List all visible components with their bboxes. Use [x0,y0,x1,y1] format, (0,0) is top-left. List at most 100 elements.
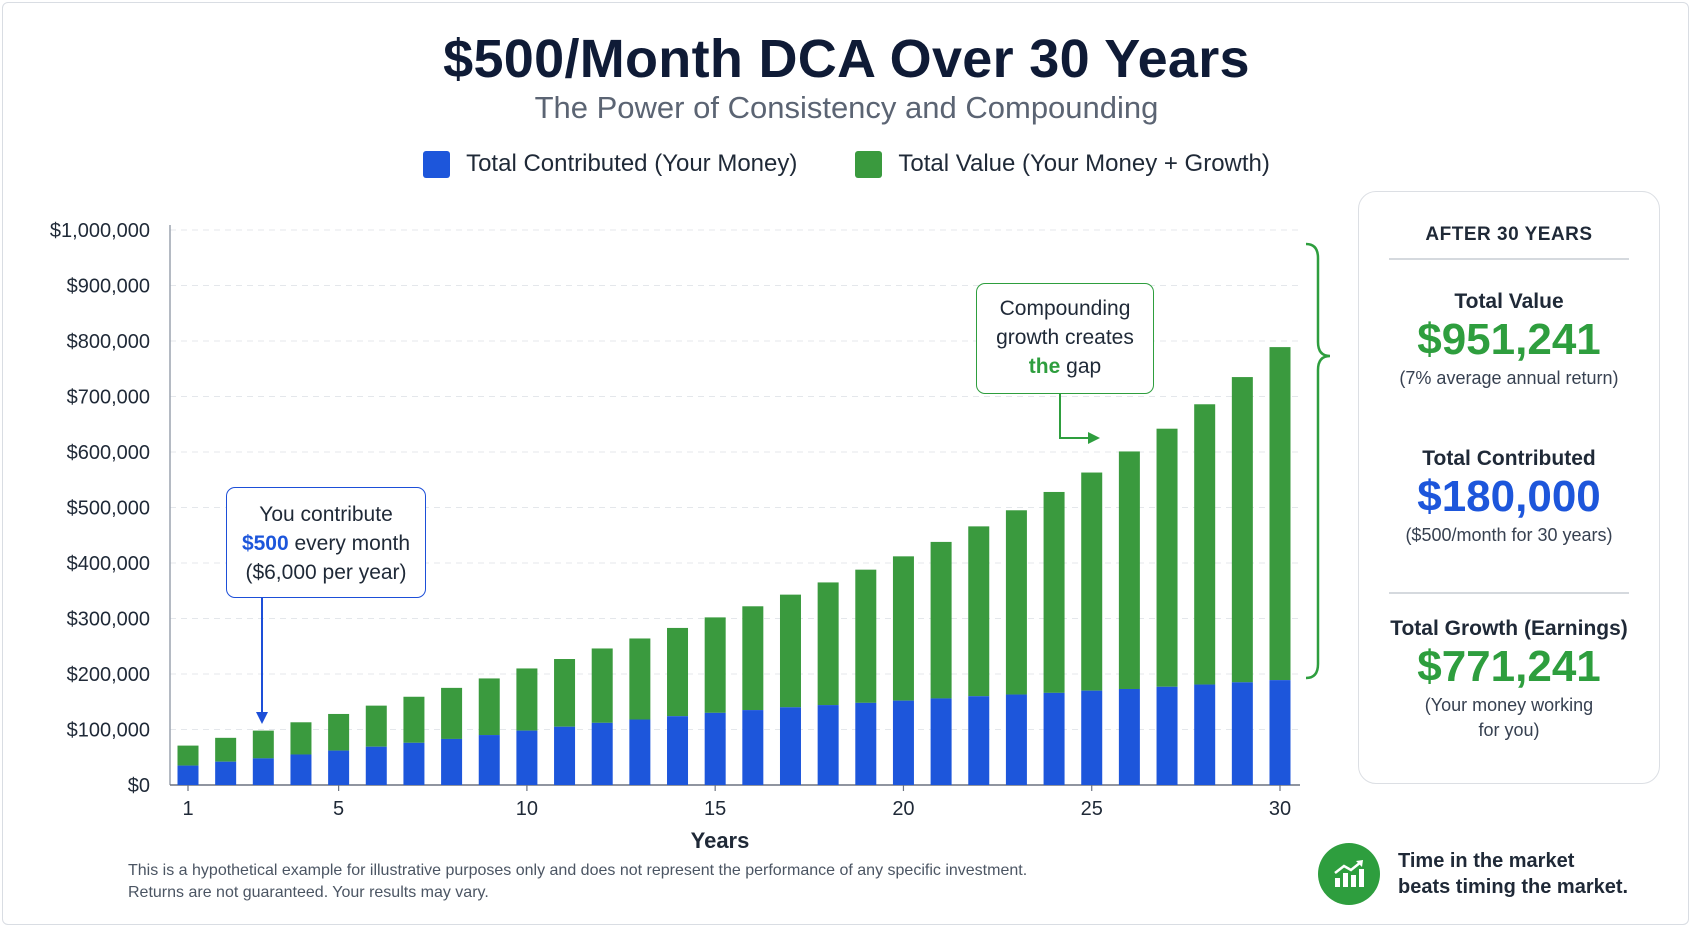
stat-total-growth-note-2: for you) [1478,720,1540,740]
bar-value [855,569,877,703]
bar-value [365,705,387,747]
chart-subtitle: The Power of Consistency and Compounding [534,90,1159,125]
bar-value [1081,472,1103,691]
y-tick-label: $0 [128,775,150,797]
bar-contributed [817,705,839,785]
bar-contributed [516,730,538,785]
bar-contributed [930,698,952,785]
bar-contributed [1005,694,1027,785]
bar-value [704,617,726,713]
annotation-arrowhead-compounding [1088,432,1100,444]
annotation-compounding: Compounding growth creates the gap [976,283,1154,394]
x-tick-label: 10 [516,798,538,820]
annotation-contribution-line-3: ($6,000 per year) [245,561,407,584]
chart-up-icon [1318,843,1380,905]
bar-value [629,638,651,720]
legend-label-value: Total Value (Your Money + Growth) [898,150,1270,177]
bar-value [1194,404,1216,685]
legend-swatch-contributed [423,150,451,178]
bar-contributed [177,765,199,785]
annotation-compounding-line-2: growth creates [996,326,1134,349]
bar-contributed [441,738,463,785]
annotation-contribution-line-2: $500 every month [227,529,425,558]
y-tick-label: $300,000 [67,609,150,631]
x-tick-label: 1 [182,798,193,820]
bar-value [215,737,237,762]
annotation-compounding-highlight: the [1028,355,1061,378]
legend-swatch-value [855,150,883,178]
annotation-contribution-frequency: every month [294,532,411,555]
y-tick-label: $400,000 [67,553,150,575]
y-tick-label: $900,000 [67,276,150,298]
bar-contributed [591,722,613,785]
bar-contributed [968,696,990,785]
y-tick-label: $600,000 [67,442,150,464]
summary-divider-top [1389,258,1629,260]
tagline-line-2: beats timing the market. [1398,876,1629,898]
bar-contributed [1156,686,1178,785]
stat-total-value-note: (7% average annual return) [1399,368,1619,388]
bar-value [403,696,425,743]
bar-contributed [667,716,689,785]
y-tick-label: $500,000 [67,498,150,520]
annotation-contribution-amount: $500 [241,532,289,555]
legend-label-contributed: Total Contributed (Your Money) [466,150,798,177]
legend-item-value: Total Value (Your Money + Growth) [855,150,1270,178]
disclaimer-line-2: Returns are not guaranteed. Your results… [128,884,489,901]
x-tick-label: 30 [1269,798,1291,820]
bar-value [478,678,500,736]
bar-contributed [1269,680,1291,785]
stat-total-growth: Total Growth (Earnings) $771,241 (Your m… [1359,617,1659,743]
bar-value [554,659,576,727]
bar-value [328,713,350,751]
stat-total-contributed: Total Contributed $180,000 ($500/month f… [1359,447,1659,548]
bar-contributed [478,735,500,785]
bar-contributed [1231,682,1253,785]
annotation-contribution-line-1: You contribute [259,503,393,526]
bar-value [591,648,613,723]
x-tick-label: 25 [1081,798,1103,820]
summary-panel: AFTER 30 YEARS Total Value $951,241 (7% … [1358,191,1660,784]
bar-contributed [365,746,387,785]
summary-heading: AFTER 30 YEARS [1425,224,1593,245]
bar-value [1118,451,1140,689]
y-tick-label: $700,000 [67,387,150,409]
bar-value [667,627,689,717]
bar-value [1156,428,1178,687]
stat-total-growth-label: Total Growth (Earnings) [1390,617,1628,640]
bar-value [1043,491,1065,693]
stat-total-contributed-amount: $180,000 [1417,472,1601,521]
bar-value [1005,510,1027,695]
bar-contributed [742,710,764,785]
bar-value [892,556,914,701]
y-tick-label: $800,000 [67,331,150,353]
annotation-compounding-line-3: the gap [977,352,1153,381]
stat-total-value-amount: $951,241 [1417,315,1601,364]
bar-contributed [892,700,914,785]
bar-value [441,687,463,739]
y-tick-label: $1,000,000 [50,220,150,242]
bar-value [742,606,764,711]
tagline-text: Time in the market beats timing the mark… [1398,848,1628,900]
annotation-arrowhead-contribution [256,712,268,724]
bar-value [817,582,839,706]
stat-total-contributed-label: Total Contributed [1422,447,1596,470]
bar-contributed [1118,688,1140,785]
disclaimer: This is a hypothetical example for illus… [128,860,1027,904]
bar-contributed [328,750,350,785]
stat-total-growth-amount: $771,241 [1417,642,1601,691]
x-tick-label: 5 [333,798,344,820]
tagline: Time in the market beats timing the mark… [1318,843,1628,905]
bar-contributed [403,742,425,785]
stat-total-value-label: Total Value [1454,290,1564,313]
annotation-arrow-compounding [1059,394,1090,439]
bar-contributed [554,726,576,785]
bar-contributed [779,707,801,785]
disclaimer-line-1: This is a hypothetical example for illus… [128,862,1028,879]
stat-total-value: Total Value $951,241 (7% average annual … [1359,290,1659,391]
bar-contributed [1043,692,1065,785]
summary-divider-bottom [1389,592,1629,594]
bar-value [252,730,274,759]
